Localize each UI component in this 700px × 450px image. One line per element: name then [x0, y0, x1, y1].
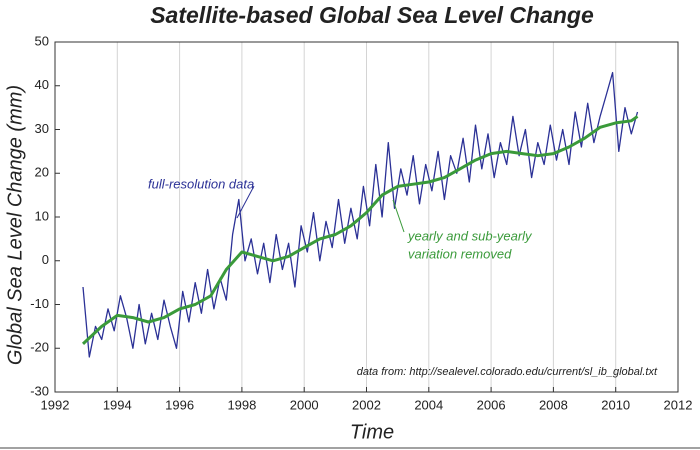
y-tick-label: -10 [30, 296, 49, 311]
x-tick-label: 1998 [227, 397, 256, 412]
x-tick-label: 1992 [41, 397, 70, 412]
data-line [81, 115, 639, 345]
x-tick-label: 1994 [103, 397, 132, 412]
y-tick-label: 50 [35, 33, 49, 48]
y-axis-label: Global Sea Level Change (mm) [4, 85, 26, 365]
x-tick-label: 2008 [539, 397, 568, 412]
lines [81, 71, 639, 358]
grid [54, 42, 679, 392]
leader-line [392, 199, 405, 233]
x-tick-label: 1996 [165, 397, 194, 412]
y-tick-label: 30 [35, 121, 49, 136]
y-tick-label: 40 [35, 77, 49, 92]
data-line [82, 71, 639, 358]
annotation: full-resolution data [148, 176, 254, 191]
y-tick-label: -30 [30, 383, 49, 398]
y-tick-label: -20 [30, 340, 49, 355]
x-tick-label: 2004 [414, 397, 443, 412]
y-tick-label: 0 [42, 252, 49, 267]
annotation: yearly and sub-yearly [407, 228, 533, 243]
y-tick-label: 20 [35, 165, 49, 180]
x-tick-label: 2006 [477, 397, 506, 412]
x-tick-label: 2002 [352, 397, 381, 412]
leader-line [236, 185, 255, 219]
chart-title: Satellite-based Global Sea Level Change [150, 2, 594, 28]
x-tick-label: 2012 [664, 397, 693, 412]
x-tick-label: 2010 [601, 397, 630, 412]
y-tick-label: 10 [35, 208, 49, 223]
x-tick-label: 2000 [290, 397, 319, 412]
annotation: data from: http://sealevel.colorado.edu/… [357, 366, 658, 378]
x-axis-label: Time [350, 421, 394, 443]
annotation: variation removed [408, 246, 512, 261]
